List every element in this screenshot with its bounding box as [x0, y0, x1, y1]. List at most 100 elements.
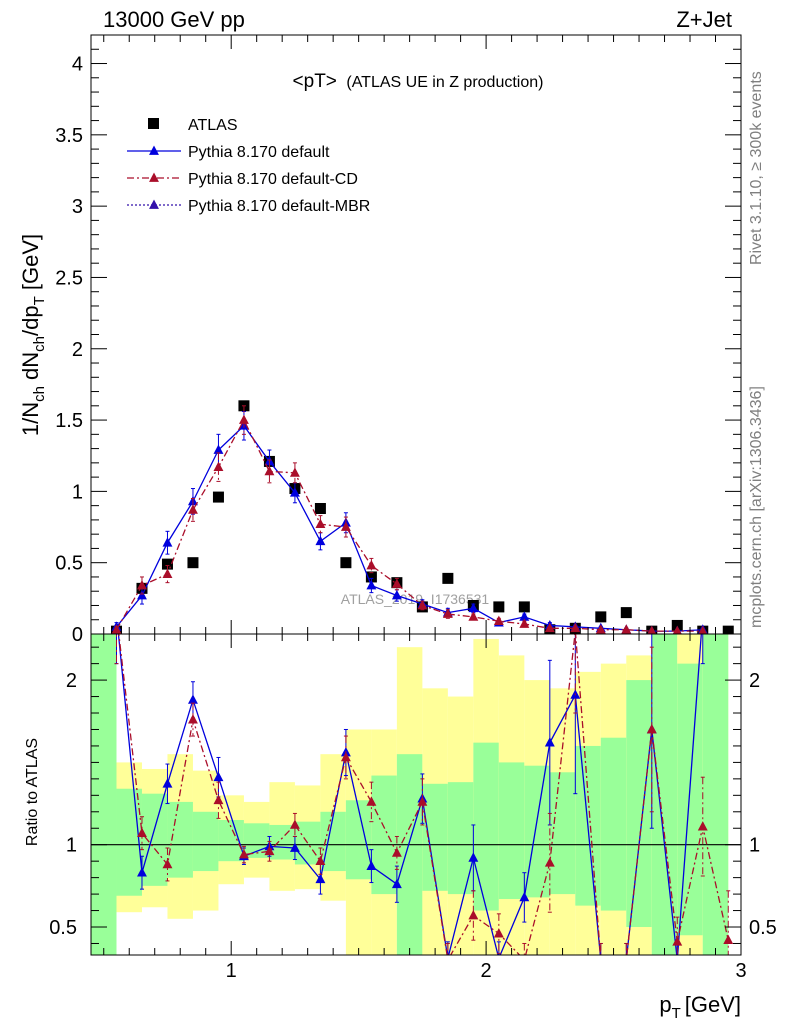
plot-title: <pT> (ATLAS UE in Z production)	[293, 71, 544, 92]
main-y-tick-label: 0	[72, 624, 83, 646]
default-series-line	[115, 424, 703, 632]
main-y-tick-label: 0.5	[55, 553, 83, 575]
ratio-default-cd-data-point	[264, 845, 275, 856]
ratio-default-cd-data-point	[417, 796, 428, 806]
legend-label: ATLAS	[188, 117, 238, 134]
ratio-default-data-point	[676, 954, 678, 955]
default-data-point	[391, 589, 402, 600]
default-cd-data-point	[162, 568, 173, 578]
default-cd-series-line	[115, 418, 703, 632]
ratio-y-tick-label-left: 0.5	[49, 917, 77, 939]
ratio-default-data-point	[315, 873, 326, 884]
ratio-series-layer	[112, 609, 734, 955]
green-band-bin	[192, 811, 219, 872]
ratio-default-data-point	[137, 867, 147, 877]
x-tick-label: 3	[735, 960, 746, 982]
main-y-tick-label: 3	[72, 196, 83, 218]
atlas-data-point	[493, 601, 505, 613]
main-y-tick-label: 2.5	[55, 267, 83, 289]
default-cd-data-point	[519, 618, 530, 628]
ratio-default-data-point	[162, 778, 173, 788]
green-band-bin	[549, 772, 576, 895]
ratio-default-cd-data-point	[238, 849, 249, 859]
ratio-default-data-point	[519, 891, 530, 902]
ratio-default-series-line	[117, 634, 702, 955]
ratio-uncertainty-bands	[91, 634, 741, 955]
default-cd-data-point	[417, 599, 428, 610]
default-cd-data-point	[647, 625, 657, 634]
header-analysis-label: Z+Jet	[676, 7, 732, 32]
default-data-point	[137, 589, 147, 600]
atlas-data-point	[595, 611, 607, 623]
header-process-label: 13000 GeV pp	[103, 7, 245, 32]
main-y-tick-label: 4	[72, 54, 83, 76]
ratio-default-cd-data-point	[162, 858, 173, 869]
green-band-bin	[396, 754, 423, 955]
green-band-bin	[677, 663, 703, 936]
green-band-bin	[269, 824, 295, 860]
main-y-tick-label: 2	[72, 339, 83, 361]
x-tick-label: 2	[481, 960, 492, 982]
default-data-point	[315, 535, 326, 546]
ratio-plot-frame	[90, 633, 742, 956]
default-data-point	[366, 580, 377, 590]
ratio-y-tick-label-right: 0.5	[749, 917, 777, 939]
legend-label: Pythia 8.170 default	[188, 144, 330, 161]
ratio-default-cd-data-point	[366, 796, 377, 806]
ratio-default-cd-data-point	[723, 934, 734, 945]
ratio-default-cd-data-point	[391, 847, 402, 857]
default-cd-data-point	[570, 622, 581, 633]
default-cd-data-point	[468, 611, 479, 621]
legend-label: Pythia 8.170 default-MBR	[188, 198, 370, 215]
legend-marker	[149, 145, 159, 155]
ratio-default-data-point	[391, 878, 402, 889]
default-cd-data-point	[111, 624, 122, 634]
default-cd-data-point	[698, 625, 708, 634]
legend-label: Pythia 8.170 default-CD	[188, 171, 358, 188]
green-band-bin	[447, 782, 474, 895]
ratio-default-data-point	[625, 954, 627, 955]
default-cd-data-point	[137, 580, 147, 590]
default-cd-data-point	[340, 521, 351, 531]
green-band-bin	[371, 775, 397, 895]
green-band-bin	[600, 737, 627, 911]
main-y-tick-label: 1	[72, 481, 83, 503]
green-band-bin	[141, 793, 168, 886]
green-band-bin	[626, 680, 652, 928]
green-band-bin	[498, 762, 525, 900]
ratio-default-cd-data-point	[468, 909, 479, 920]
x-tick-label: 1	[226, 960, 237, 982]
analysis-watermark: ATLAS_2019_I1736531	[341, 591, 490, 607]
ratio-default-cd-data-point	[625, 954, 627, 955]
ratio-default-data-point	[366, 860, 377, 870]
ratio-default-data-point	[289, 842, 300, 852]
default-cd-data-point	[289, 467, 300, 477]
ratio-default-cd-data-point	[646, 723, 657, 734]
atlas-data-point	[620, 607, 632, 619]
default-data-point	[213, 444, 224, 454]
legend: ATLAS Pythia 8.170 default Pythia 8.170 de…	[127, 117, 370, 215]
ratio-default-cd-data-point	[697, 821, 708, 831]
default-cd-data-point	[238, 414, 249, 424]
default-data-point	[289, 487, 300, 497]
ratio-default-data-point	[468, 852, 479, 862]
ratio-default-data-point	[698, 609, 708, 618]
ratio-default-data-point	[544, 737, 555, 747]
ratio-default-data-point	[497, 952, 501, 955]
ratio-default-cd-data-point	[112, 609, 122, 618]
green-band-bin	[116, 788, 142, 896]
ratio-default-cd-data-point	[213, 794, 224, 805]
default-cd-data-point	[188, 504, 198, 514]
default-cd-data-point	[672, 625, 682, 634]
legend-marker	[149, 199, 159, 209]
atlas-data-point	[340, 557, 352, 569]
default-cd-data-point	[391, 578, 402, 588]
atlas-data-point	[365, 571, 377, 583]
main-series-layer	[110, 400, 734, 634]
ratio-default-cd-data-point	[493, 928, 504, 938]
ratio-default-cd-data-point	[544, 857, 555, 867]
atlas-data-point	[212, 491, 224, 503]
atlas-data-point	[314, 502, 326, 514]
ratio-y-tick-label-left: 2	[66, 670, 77, 692]
